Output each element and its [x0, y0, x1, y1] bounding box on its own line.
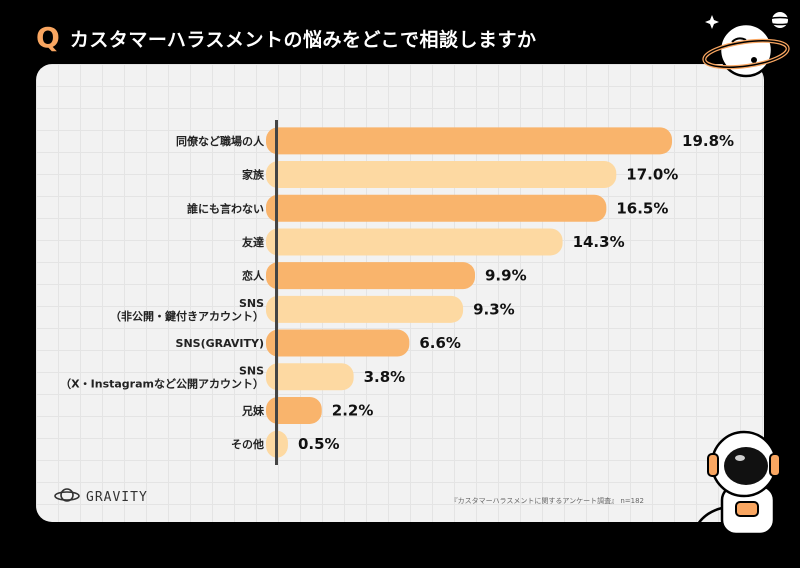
category-label-2: 誰にも言わない — [187, 201, 264, 215]
value-label-7: 3.8% — [364, 368, 406, 386]
bar-3 — [266, 228, 563, 256]
page-title: カスタマーハラスメントの悩みをどこで相談しますか — [69, 28, 537, 51]
header: Q カスタマーハラスメントの悩みをどこで相談しますか — [36, 20, 536, 56]
bar-8 — [266, 396, 322, 424]
bar-0 — [266, 127, 673, 155]
value-label-9: 0.5% — [298, 435, 340, 453]
value-label-1: 17.0% — [626, 166, 678, 184]
gravity-planet-logo-icon — [54, 486, 80, 508]
value-label-6: 6.6% — [419, 334, 461, 352]
value-label-4: 9.9% — [485, 267, 527, 285]
question-badge: Q — [36, 21, 60, 54]
category-label-7: SNS （X・Instagramなど公開アカウント） — [60, 364, 264, 390]
y-axis-line — [275, 120, 278, 465]
category-label-4: 恋人 — [242, 269, 265, 283]
category-label-0: 同僚など職場の人 — [176, 134, 265, 148]
source-note: 『カスタマーハラスメントに関するアンケート調査』 n=182 — [450, 497, 644, 505]
value-label-2: 16.5% — [616, 199, 668, 217]
chart-card: 同僚など職場の人 19.8% 家族 17.0% 誰にも言わない 16.5% 友達 14.3% 恋… — [36, 64, 764, 522]
value-label-5: 9.3% — [473, 300, 515, 318]
bar-chart: 同僚など職場の人 19.8% 家族 17.0% 誰にも言わない 16.5% 友達 14.3% 恋… — [60, 120, 734, 465]
category-label-6: SNS(GRAVITY) — [176, 337, 264, 350]
bar-7 — [266, 363, 354, 391]
category-label-8: 兄妹 — [241, 403, 265, 417]
bar-5 — [266, 295, 464, 323]
gravity-logo: GRAVITY — [54, 486, 148, 508]
value-label-3: 14.3% — [573, 233, 625, 251]
bar-6 — [266, 329, 410, 357]
bar-1 — [266, 161, 617, 189]
category-label-1: 家族 — [242, 168, 265, 182]
bar-4 — [266, 262, 476, 290]
value-label-8: 2.2% — [332, 401, 374, 419]
logo-text: GRAVITY — [86, 489, 148, 505]
astronaut-icon — [692, 428, 792, 542]
category-label-3: 友達 — [242, 235, 264, 249]
planet-icon — [700, 6, 795, 92]
bar-2 — [266, 194, 607, 222]
category-label-5: SNS （非公開・鍵付きアカウント） — [110, 297, 264, 323]
value-label-0: 19.8% — [682, 132, 734, 150]
category-label-9: その他 — [231, 437, 264, 451]
